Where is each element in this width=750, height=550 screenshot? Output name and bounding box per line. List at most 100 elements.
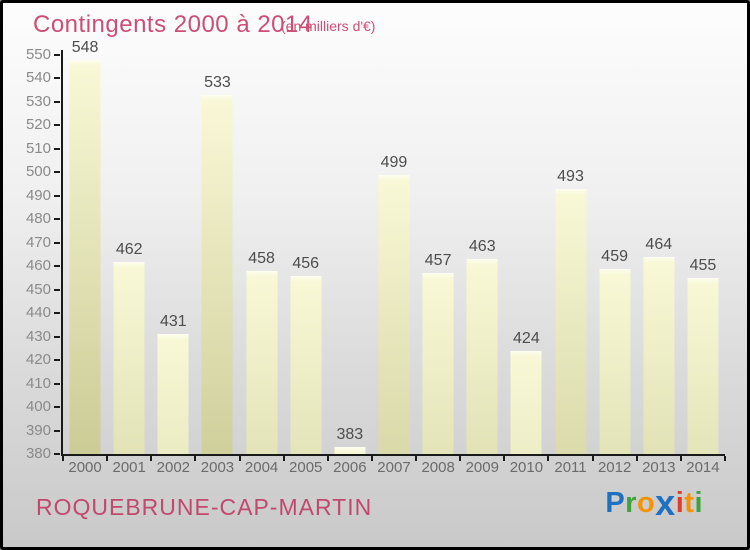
x-axis-tick — [370, 456, 373, 461]
x-axis-tick — [106, 456, 109, 461]
x-axis-tick — [238, 456, 241, 461]
y-axis-tick-label: 550 — [25, 46, 51, 63]
x-axis-tick — [194, 456, 197, 461]
bar-value-label: 424 — [513, 329, 540, 347]
logo-letter-6-i: i — [694, 487, 703, 519]
x-axis-tick — [62, 456, 64, 461]
y-axis-tick-label: 440 — [25, 304, 51, 322]
x-axis-label-2000: 2000 — [68, 459, 102, 476]
y-axis-tick — [54, 359, 60, 362]
chart-title: Contingents 2000 à 2014 — [33, 11, 313, 38]
bar-value-label: 463 — [468, 238, 496, 256]
bar-2009 — [466, 259, 498, 454]
bar-2012 — [599, 268, 631, 454]
x-axis-label-2007: 2007 — [377, 459, 411, 476]
y-axis-tick-label: 520 — [25, 116, 51, 134]
bar-2013 — [643, 256, 675, 454]
bar-2003 — [201, 94, 233, 454]
bar-slot: 463 — [460, 55, 504, 454]
x-axis-label-2002: 2002 — [156, 459, 191, 476]
bar-2001 — [113, 261, 145, 454]
x-axis-tick — [459, 456, 462, 461]
x-axis-line — [61, 454, 725, 456]
bar-2008 — [422, 273, 454, 454]
bar-2007 — [378, 174, 410, 454]
y-axis-tick-label: 410 — [25, 374, 51, 392]
bar-value-label: 459 — [601, 247, 628, 265]
x-axis-tick — [679, 456, 682, 461]
y-axis-tick-label: 450 — [25, 280, 51, 298]
y-axis-tick-label: 530 — [25, 92, 51, 110]
plot-area: 550 540 530 520 510 500 490 480 470 460 450 440 430 4… — [26, 39, 726, 476]
bar-2010 — [510, 350, 542, 454]
x-axis-label-2003: 2003 — [200, 459, 235, 476]
y-axis-tick-label: 470 — [25, 233, 51, 251]
x-axis-label-2013: 2013 — [642, 459, 676, 476]
bar-slot: 464 — [637, 55, 681, 454]
y-axis-tick — [54, 453, 60, 455]
bar-slot: 424 — [504, 55, 548, 454]
y-axis-tick-label: 420 — [25, 351, 51, 369]
bar-value-label: 458 — [248, 249, 275, 267]
y-axis-tick — [54, 77, 60, 80]
x-axis-tick — [415, 456, 418, 461]
x-axis-label-2008: 2008 — [421, 459, 455, 476]
chart-subtitle: (en milliers d'€) — [281, 18, 376, 34]
x-axis-tick — [150, 456, 153, 461]
y-axis-tick — [54, 382, 60, 385]
logo-letter-2-o: o — [636, 487, 656, 519]
y-axis-tick — [54, 288, 60, 291]
x-axis-label-2010: 2010 — [509, 459, 544, 476]
bar-2011 — [555, 188, 587, 454]
y-axis-tick — [54, 54, 60, 56]
bar-slot: 383 — [328, 55, 372, 454]
y-axis-tick — [54, 429, 60, 432]
x-axis-label-2005: 2005 — [289, 459, 323, 476]
bar-value-label: 431 — [159, 313, 187, 331]
y-axis-tick-label: 390 — [25, 421, 51, 439]
bar-slot: 459 — [593, 55, 637, 454]
y-axis-tick — [54, 265, 60, 268]
bar-slot: 455 — [681, 55, 725, 454]
logo-letter-5-t: t — [684, 487, 695, 519]
x-axis-tick — [635, 456, 638, 461]
y-axis-tick — [54, 100, 60, 103]
logo-letter-1-r: r — [625, 487, 637, 519]
y-axis-tick-label: 380 — [25, 445, 51, 462]
x-axis-label-2009: 2009 — [465, 459, 499, 476]
x-axis-label-2006: 2006 — [333, 459, 367, 476]
y-axis-tick — [54, 406, 60, 409]
location-label: ROQUEBRUNE-CAP-MARTIN — [36, 494, 373, 520]
bar-slot: 493 — [548, 55, 592, 454]
y-axis-tick-label: 430 — [25, 327, 51, 345]
bar-value-label: 464 — [645, 235, 673, 253]
y-axis-tick-label: 490 — [25, 186, 51, 204]
y-axis-tick-label: 460 — [25, 257, 51, 275]
logo-letter-0-P: P — [605, 487, 626, 519]
bar-slot: 548 — [63, 39, 107, 454]
bar-2002 — [157, 334, 189, 454]
x-axis-tick — [503, 456, 506, 461]
y-axis-tick — [54, 194, 60, 197]
y-axis-tick-label: 400 — [25, 398, 51, 416]
bar-value-label: 499 — [380, 153, 408, 171]
bar-value-label: 457 — [424, 252, 452, 270]
bar-slot: 499 — [372, 55, 416, 454]
logo-letter-4-i: i — [675, 487, 685, 519]
y-axis-tick — [54, 312, 60, 315]
bar-value-label: 462 — [115, 240, 143, 258]
y-axis-tick — [54, 335, 60, 338]
bar-value-label: 493 — [557, 167, 584, 185]
bar-value-label: 383 — [336, 425, 364, 443]
bar-slot: 457 — [416, 55, 460, 454]
logo-letter-3-x: x — [655, 482, 676, 523]
bar-slot: 431 — [151, 55, 195, 454]
bar-2000 — [69, 59, 101, 454]
bar-slot: 533 — [195, 55, 239, 454]
x-axis-label-2012: 2012 — [597, 459, 632, 476]
bar-value-label: 548 — [71, 38, 99, 56]
y-axis-tick — [54, 171, 60, 174]
x-axis-tick — [591, 456, 594, 461]
bar-2004 — [246, 270, 278, 454]
